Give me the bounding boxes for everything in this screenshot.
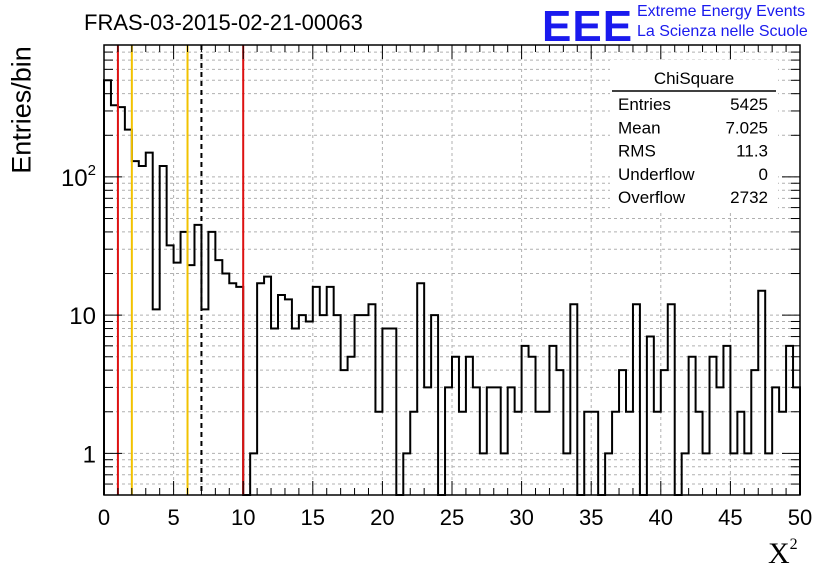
org-name-line2: La Scienza nelle Scuole — [637, 23, 808, 40]
grid — [104, 45, 800, 495]
stats-row-label: RMS — [618, 142, 656, 161]
stats-row-label: Mean — [618, 118, 661, 137]
x-axis-label-base: X — [768, 537, 790, 570]
org-name-line1: Extreme Energy Events — [637, 3, 806, 20]
stats-row-value: 2732 — [730, 188, 768, 207]
x-tick-label: 50 — [788, 505, 812, 530]
x-tick-label: 40 — [649, 505, 673, 530]
x-tick-label: 5 — [167, 505, 179, 530]
axis-ticks — [103, 45, 801, 495]
x-axis-label: X2 — [768, 536, 798, 571]
stats-row-value: 7.025 — [725, 118, 768, 137]
stats-row-label: Overflow — [618, 188, 686, 207]
chart-title: FRAS-03-2015-02-21-00063 — [84, 10, 363, 35]
y-tick-label: 102 — [61, 162, 96, 192]
x-tick-label: 15 — [301, 505, 325, 530]
eee-logo: EEE — [542, 2, 634, 51]
y-tick-label: 1 — [83, 441, 96, 468]
x-axis-label-sup: 2 — [789, 536, 798, 553]
x-tick-label: 35 — [579, 505, 603, 530]
x-tick-label: 45 — [718, 505, 742, 530]
stats-row-label: Entries — [618, 95, 671, 114]
x-tick-label: 20 — [370, 505, 394, 530]
stats-box: ChiSquare Entries 5425 Mean 7.025 RMS 11.3 Unde… — [610, 60, 778, 210]
stats-box-title: ChiSquare — [654, 69, 734, 88]
stats-row-value: 11.3 — [736, 142, 768, 161]
x-tick-label: 30 — [509, 505, 533, 530]
stats-row-value: 0 — [759, 165, 768, 184]
stats-box-bg — [610, 60, 778, 210]
stats-row-value: 5425 — [730, 95, 768, 114]
x-tick-label: 25 — [440, 505, 464, 530]
stats-row-label: Underflow — [618, 165, 695, 184]
y-tick-label: 10 — [69, 303, 96, 330]
x-tick-label: 10 — [231, 505, 255, 530]
histogram-outline — [103, 79, 801, 496]
x-tick-label: 0 — [98, 505, 110, 530]
